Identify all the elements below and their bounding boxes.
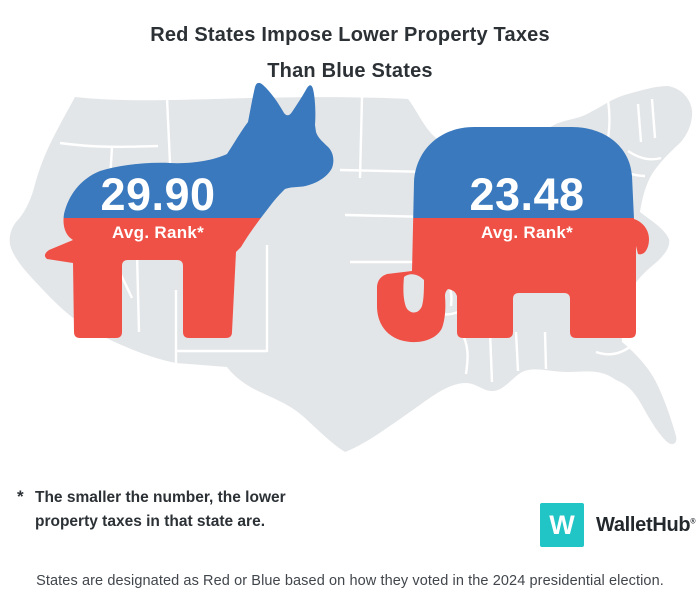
footnote: * The smaller the number, the lower prop… [17, 486, 286, 534]
wallethub-logo-icon: W [540, 503, 584, 547]
methodology-caption: States are designated as Red or Blue bas… [36, 573, 664, 589]
republican-avg-rank-label: Avg. Rank* [480, 223, 574, 242]
democrat-avg-rank-value: 29.90 [100, 169, 216, 220]
registered-mark: ® [690, 517, 696, 525]
footnote-line1: The smaller the number, the lower [35, 489, 286, 506]
wallethub-logo-name: WalletHub® [596, 513, 696, 536]
republican-avg-rank-value: 23.48 [469, 169, 585, 220]
wallethub-logo: W WalletHub® [540, 503, 695, 547]
chart-title-line2: Than Blue States [267, 60, 433, 82]
footnote-line2: property taxes in that state are. [35, 513, 265, 530]
footnote-asterisk: * [17, 487, 24, 506]
wallethub-logo-initial: W [549, 509, 575, 540]
democrat-avg-rank-label: Avg. Rank* [111, 223, 205, 242]
chart-title-line1: Red States Impose Lower Property Taxes [150, 24, 550, 46]
